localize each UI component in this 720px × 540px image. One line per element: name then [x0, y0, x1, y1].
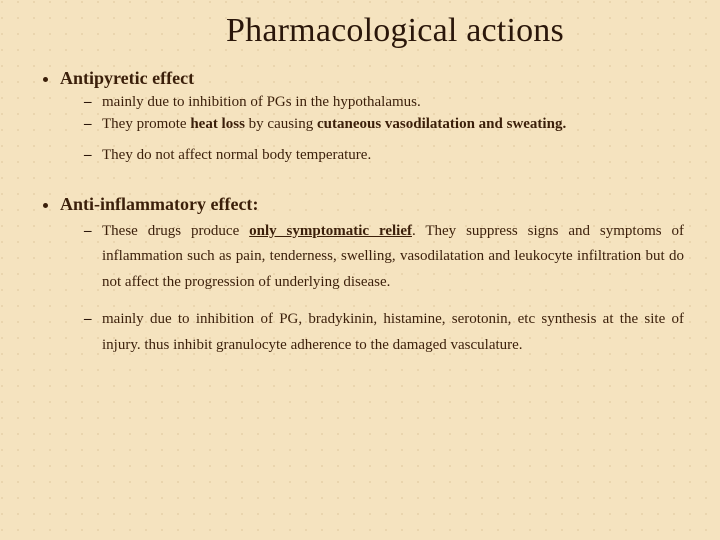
section-heading: Antipyretic effect — [60, 68, 194, 88]
list-item: mainly due to inhibition of PG, bradykin… — [84, 307, 684, 358]
section-heading-suffix: : — [252, 194, 258, 214]
section-list: Antipyretic effect mainly due to inhibit… — [36, 68, 684, 358]
list-item: These drugs produce only symptomatic rel… — [84, 219, 684, 296]
slide-title: Pharmacological actions — [106, 12, 684, 50]
section-heading: Anti-inflammatory effect — [60, 194, 252, 214]
section-antiinflammatory: Anti-inflammatory effect: These drugs pr… — [60, 194, 684, 359]
list-item: mainly due to inhibition of PGs in the h… — [84, 93, 684, 112]
antipyretic-items: mainly due to inhibition of PGs in the h… — [60, 93, 684, 166]
list-item: They promote heat loss by causing cutane… — [84, 115, 684, 134]
list-item: They do not affect normal body temperatu… — [84, 146, 684, 165]
section-antipyretic: Antipyretic effect mainly due to inhibit… — [60, 68, 684, 166]
antiinflammatory-items: These drugs produce only symptomatic rel… — [60, 219, 684, 359]
